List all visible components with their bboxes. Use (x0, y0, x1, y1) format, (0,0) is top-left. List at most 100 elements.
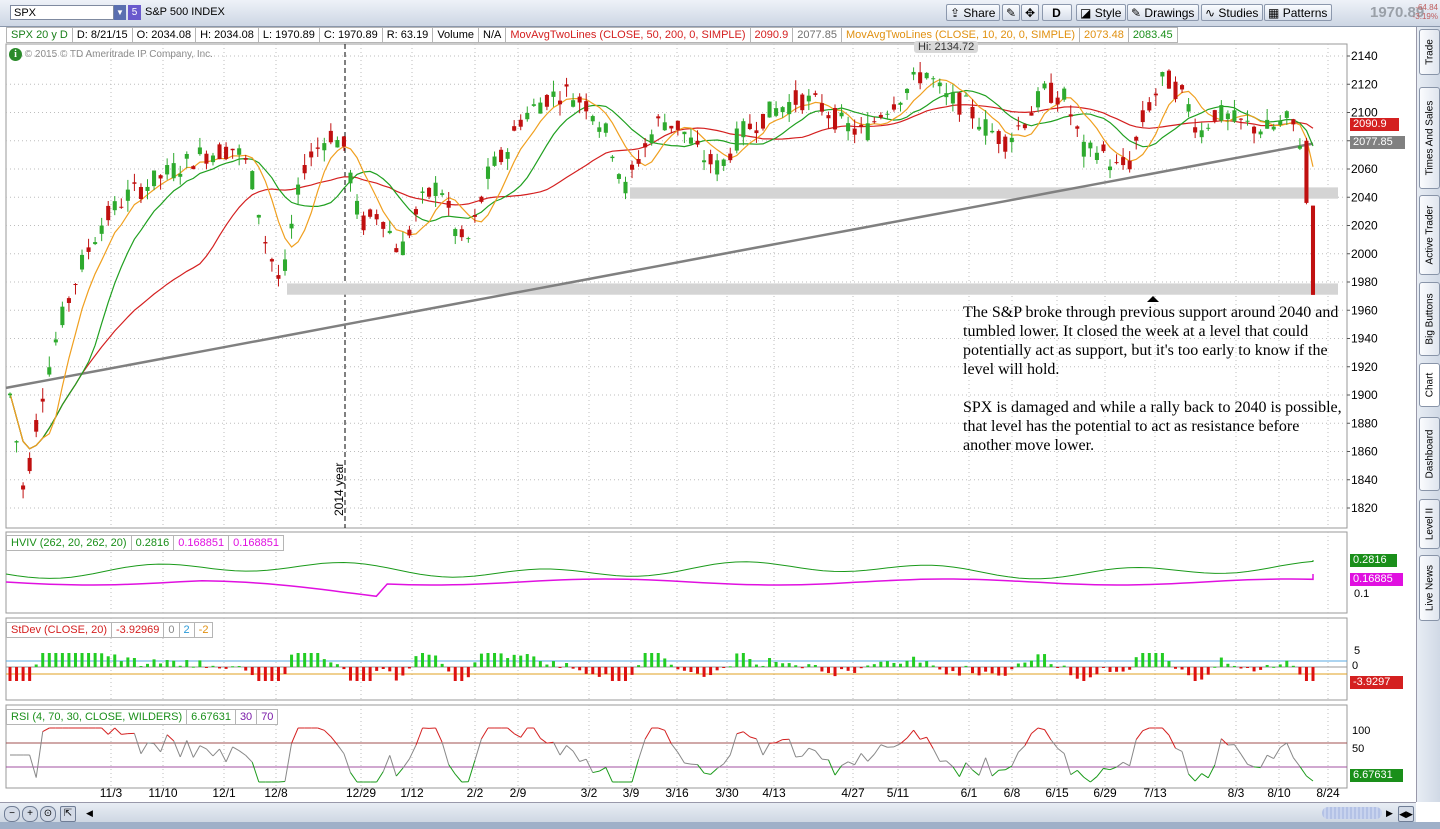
candle-body[interactable] (610, 156, 615, 159)
candle-body[interactable] (178, 173, 183, 177)
candle-body[interactable] (643, 143, 648, 148)
candle-body[interactable] (446, 200, 451, 208)
candle-body[interactable] (53, 339, 58, 343)
studies-button[interactable]: ∿ Studies (1201, 4, 1264, 21)
aggregation-button[interactable]: D (1042, 4, 1072, 21)
candle-body[interactable] (656, 116, 661, 119)
candle-body[interactable] (66, 298, 71, 303)
candle-body[interactable] (813, 93, 818, 95)
candle-body[interactable] (420, 191, 425, 193)
candle-body[interactable] (1022, 124, 1027, 129)
candle-body[interactable] (47, 367, 52, 375)
candle-body[interactable] (1153, 93, 1158, 96)
candle-body[interactable] (1107, 166, 1113, 171)
candle-body[interactable] (1055, 97, 1060, 105)
patterns-button[interactable]: ▦ Patterns (1264, 4, 1333, 21)
candle-body[interactable] (256, 214, 261, 218)
candle-body[interactable] (27, 457, 32, 472)
candle-body[interactable] (708, 154, 713, 165)
candle-body[interactable] (1212, 110, 1217, 121)
candle-body[interactable] (472, 214, 477, 217)
share-button[interactable]: ⇪ Share (946, 4, 1001, 21)
candle-body[interactable] (1245, 120, 1250, 122)
candle-body[interactable] (394, 248, 399, 253)
candle-body[interactable] (309, 151, 314, 158)
candle-body[interactable] (250, 171, 255, 190)
candle-body[interactable] (754, 130, 759, 134)
candle-body[interactable] (741, 121, 746, 138)
candle-body[interactable] (937, 82, 942, 87)
candle-body[interactable] (538, 102, 543, 114)
sidebar-tab-chart[interactable]: Chart (1419, 363, 1440, 407)
candle-body[interactable] (1193, 127, 1198, 133)
candle-body[interactable] (1304, 140, 1309, 203)
candle-body[interactable] (1278, 120, 1283, 125)
candle-body[interactable] (237, 148, 242, 155)
candle-body[interactable] (918, 72, 923, 84)
sidebar-tab-trade[interactable]: Trade (1419, 29, 1440, 75)
candle-body[interactable] (1127, 160, 1132, 170)
candle-body[interactable] (125, 189, 130, 201)
candle-body[interactable] (747, 123, 752, 130)
candle-body[interactable] (734, 128, 739, 151)
candle-body[interactable] (1101, 144, 1106, 152)
candle-body[interactable] (341, 136, 346, 147)
candle-body[interactable] (865, 123, 870, 141)
hviv-label[interactable]: HVIV (262, 20, 262, 20) (6, 535, 132, 551)
candle-body[interactable] (603, 123, 608, 133)
candle-body[interactable] (590, 116, 595, 122)
candle-body[interactable] (14, 441, 19, 443)
candle-body[interactable] (1114, 162, 1119, 164)
candle-body[interactable] (780, 107, 785, 113)
candle-body[interactable] (970, 106, 975, 119)
candle-body[interactable] (1081, 141, 1086, 157)
candle-body[interactable] (1310, 205, 1316, 295)
volume-label[interactable]: Volume (432, 27, 480, 43)
candle-body[interactable] (328, 130, 333, 143)
candle-body[interactable] (1166, 70, 1171, 89)
candle-body[interactable] (715, 160, 720, 175)
candle-body[interactable] (152, 170, 157, 187)
candle-body[interactable] (787, 102, 792, 115)
candle-body[interactable] (355, 200, 360, 215)
candle-body[interactable] (499, 149, 504, 163)
candle-body[interactable] (1186, 104, 1191, 112)
candle-body[interactable] (243, 158, 248, 160)
candle-body[interactable] (112, 201, 117, 211)
candle-body[interactable] (21, 485, 26, 490)
candle-body[interactable] (721, 159, 726, 166)
candle-body[interactable] (79, 254, 85, 270)
candle-body[interactable] (800, 94, 805, 111)
candle-body[interactable] (806, 95, 811, 102)
candle-body[interactable] (217, 144, 222, 160)
symbol-dropdown-icon[interactable]: ▼ (114, 5, 126, 20)
zoom-fit-icon[interactable]: ⊙ (40, 806, 56, 822)
candle-body[interactable] (571, 100, 576, 107)
candle-body[interactable] (1121, 157, 1126, 166)
candle-body[interactable] (898, 102, 903, 105)
candle-body[interactable] (479, 196, 484, 202)
candle-body[interactable] (852, 128, 857, 135)
sidebar-tab-big-buttons[interactable]: Big Buttons (1419, 282, 1440, 356)
candle-body[interactable] (675, 120, 680, 130)
candle-body[interactable] (224, 146, 229, 159)
candle-body[interactable] (1252, 126, 1257, 134)
candle-body[interactable] (584, 101, 589, 112)
candle-body[interactable] (433, 182, 438, 197)
candle-body[interactable] (990, 130, 995, 133)
candle-body[interactable] (878, 114, 883, 118)
candle-body[interactable] (7, 393, 13, 396)
candle-body[interactable] (315, 147, 320, 149)
pan-icon[interactable]: ⇱ (60, 806, 76, 822)
candle-body[interactable] (296, 184, 301, 195)
candle-body[interactable] (73, 284, 78, 286)
candle-body[interactable] (466, 238, 471, 240)
candle-body[interactable] (485, 166, 491, 179)
candle-body[interactable] (145, 186, 150, 191)
candle-body[interactable] (119, 206, 124, 208)
candle-body[interactable] (760, 113, 766, 129)
candle-body[interactable] (531, 104, 536, 106)
candle-body[interactable] (191, 166, 196, 170)
stdev-label[interactable]: StDev (CLOSE, 20) (6, 622, 112, 638)
candle-body[interactable] (1094, 152, 1099, 161)
